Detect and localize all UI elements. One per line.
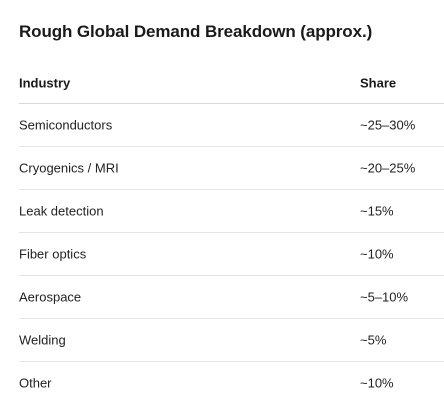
industry-cell: Aerospace (19, 289, 82, 305)
industry-cell: Cryogenics / MRI (19, 160, 119, 176)
table-row: Semiconductors ~25–30% (19, 104, 444, 147)
industry-cell: Welding (19, 332, 66, 348)
table-row: Welding ~5% (19, 319, 444, 362)
demand-table: Industry Share Semiconductors ~25–30% Cr… (19, 62, 444, 404)
table-row: Leak detection ~15% (19, 190, 444, 233)
share-cell: ~10% (360, 246, 394, 262)
share-cell: ~15% (360, 203, 394, 219)
table-title: Rough Global Demand Breakdown (approx.) (19, 22, 373, 41)
share-cell: ~10% (360, 375, 394, 391)
column-header-share: Share (360, 75, 397, 90)
table-row: Fiber optics ~10% (19, 233, 444, 276)
industry-cell: Semiconductors (19, 117, 113, 133)
industry-cell: Fiber optics (19, 246, 87, 262)
table-row: Cryogenics / MRI ~20–25% (19, 147, 444, 190)
table-header-row: Industry Share (19, 62, 444, 104)
industry-cell: Leak detection (19, 203, 104, 219)
share-cell: ~5–10% (360, 289, 409, 305)
share-cell: ~25–30% (360, 117, 416, 133)
industry-cell: Other (19, 375, 52, 391)
share-cell: ~5% (360, 332, 387, 348)
table-row: Other ~10% (19, 362, 444, 404)
table-row: Aerospace ~5–10% (19, 276, 444, 319)
column-header-industry: Industry (19, 75, 71, 90)
share-cell: ~20–25% (360, 160, 416, 176)
